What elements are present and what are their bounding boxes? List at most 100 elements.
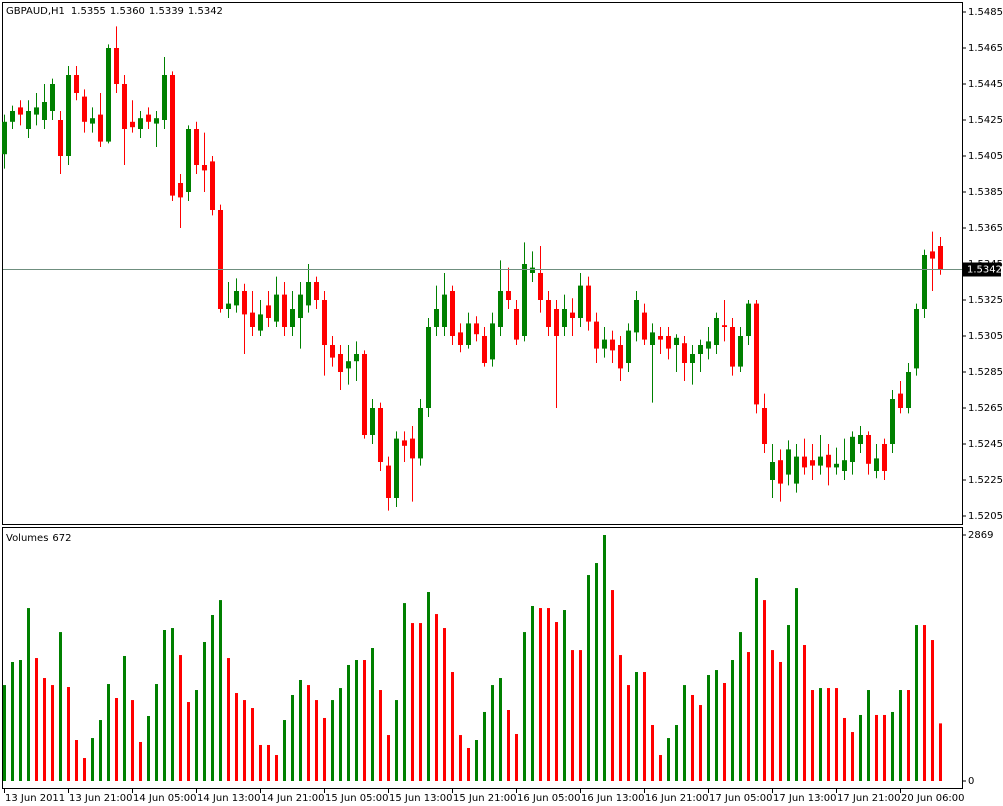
volume-bar [115, 697, 118, 781]
candle-body [874, 458, 879, 471]
volume-bar [651, 725, 654, 781]
x-tick-label: 14 Jun 13:00 [197, 793, 261, 804]
candle-body [394, 438, 399, 498]
candle-body [290, 309, 295, 327]
candle-body [298, 294, 303, 318]
volume-bar [707, 675, 710, 781]
candle-body [522, 264, 527, 336]
candle-body [442, 294, 447, 327]
candle-body [922, 255, 927, 309]
candle-body [898, 393, 903, 408]
volume-bar [371, 648, 374, 781]
volume-bar [643, 672, 646, 781]
volume-bar [771, 650, 774, 781]
candle-body [570, 312, 575, 318]
volume-bar [635, 672, 638, 781]
candle-body [202, 165, 207, 171]
volume-bar [259, 744, 262, 781]
low-label: 1.5339 [149, 6, 184, 17]
volume-bar [43, 678, 46, 781]
close-label: 1.5342 [188, 6, 223, 17]
candle-body [810, 460, 815, 466]
volume-bar [195, 690, 198, 781]
candle-body [642, 312, 647, 340]
volume-bar [467, 747, 470, 781]
candle-body [82, 96, 87, 122]
symbol: GBPAUD,H1 [6, 6, 65, 17]
candle-body [322, 300, 327, 345]
candle-body [866, 435, 871, 464]
candle-body [890, 399, 895, 444]
volume-bar [627, 685, 630, 781]
volume-bar [603, 535, 606, 781]
y-tick-label: 1.5425 [968, 115, 1003, 126]
volume-bar [547, 608, 550, 781]
candle-body [186, 129, 191, 192]
volume-bar [27, 608, 30, 781]
volume-bar [363, 660, 366, 781]
candle-body [906, 372, 911, 408]
candle-body [410, 438, 415, 459]
volume-bar [731, 660, 734, 781]
volume-bar [875, 714, 878, 781]
volume-bar [763, 600, 766, 781]
volume-bar [891, 711, 894, 781]
candle-body [762, 408, 767, 444]
x-tick-label: 13 Jun 2011 [5, 793, 65, 804]
x-tick-label: 14 Jun 05:00 [133, 793, 197, 804]
volume-bar [403, 603, 406, 781]
candle-body [274, 294, 279, 322]
volume-bar [563, 610, 566, 781]
candle-body [18, 107, 23, 115]
volume-bar [395, 700, 398, 781]
candle-body [234, 291, 239, 306]
candle-body [538, 273, 543, 300]
price-label: 1.5342 [967, 265, 1002, 276]
volume-bar [323, 717, 326, 781]
candle-body [554, 309, 559, 336]
candle-body [314, 282, 319, 300]
volume-bar [355, 660, 358, 781]
candle-body [2, 121, 7, 155]
candle-body [450, 291, 455, 336]
y-tick-label: 1.5245 [968, 439, 1003, 450]
x-tick-label: 15 Jun 13:00 [389, 793, 453, 804]
candle-body [818, 456, 823, 466]
volume-bar [443, 628, 446, 781]
volume-bar [211, 614, 214, 781]
candle-body [114, 48, 119, 84]
volume-bar [107, 684, 110, 781]
candle-body [850, 436, 855, 462]
volume-bar [515, 734, 518, 781]
candle-body [858, 435, 863, 444]
candle-body [194, 129, 199, 165]
candle-body [330, 345, 335, 358]
volume-bar [83, 758, 86, 781]
volume-bar [51, 685, 54, 781]
x-tick-label: 15 Jun 05:00 [325, 793, 389, 804]
volume-bar [3, 685, 6, 781]
candle-body [826, 454, 831, 468]
chart-title: GBPAUD,H1 1.5355 1.5360 1.5339 1.5342 [6, 6, 223, 17]
volume-bar [475, 740, 478, 781]
candle-body [434, 309, 439, 327]
candle-body [674, 337, 679, 345]
volume-last: 672 [52, 533, 71, 544]
volume-bar [67, 687, 70, 781]
candle-body [482, 336, 487, 363]
volume-bar [523, 632, 526, 781]
volume-bar [939, 723, 942, 781]
candle-body [506, 291, 511, 300]
volume-bar [187, 702, 190, 781]
candle-body [258, 314, 263, 331]
candle-body [34, 107, 39, 115]
volume-bar [331, 700, 334, 781]
volume-bar [315, 700, 318, 781]
candle-body [106, 48, 111, 142]
x-tick-label: 16 Jun 21:00 [645, 793, 709, 804]
candle-body [658, 336, 663, 340]
volume-bar [499, 678, 502, 781]
candle-body [778, 460, 783, 484]
volume-bar [411, 623, 414, 781]
volume-bar [491, 685, 494, 781]
